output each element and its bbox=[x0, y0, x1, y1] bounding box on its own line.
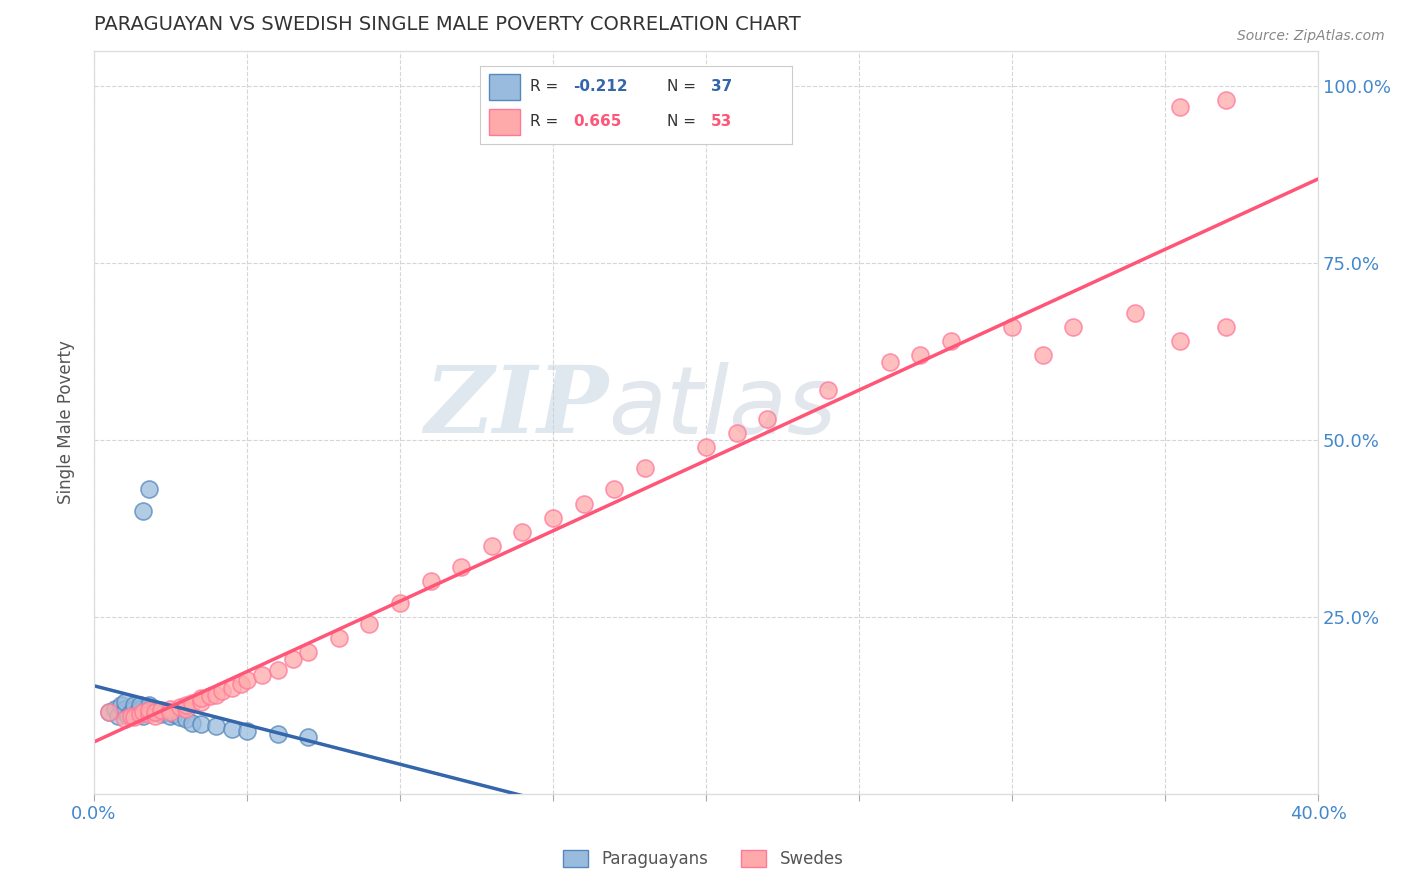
Point bbox=[128, 702, 150, 716]
Point bbox=[138, 707, 160, 722]
Point bbox=[481, 539, 503, 553]
Point bbox=[143, 702, 166, 716]
Point bbox=[603, 483, 626, 497]
Point bbox=[150, 703, 173, 717]
Text: PARAGUAYAN VS SWEDISH SINGLE MALE POVERTY CORRELATION CHART: PARAGUAYAN VS SWEDISH SINGLE MALE POVERT… bbox=[94, 15, 800, 34]
Point bbox=[205, 688, 228, 702]
Point bbox=[132, 706, 155, 720]
Point bbox=[1062, 319, 1084, 334]
Point bbox=[252, 668, 274, 682]
Point bbox=[266, 663, 288, 677]
Point bbox=[153, 706, 176, 720]
Point bbox=[143, 709, 166, 723]
Point bbox=[128, 707, 150, 722]
Text: ZIP: ZIP bbox=[423, 362, 609, 452]
Point bbox=[135, 706, 157, 720]
Point bbox=[695, 440, 717, 454]
Point bbox=[114, 706, 136, 720]
Point bbox=[1001, 319, 1024, 334]
Point bbox=[211, 684, 233, 698]
Point bbox=[190, 691, 212, 706]
Point bbox=[104, 702, 127, 716]
Point bbox=[159, 702, 181, 716]
Point bbox=[879, 355, 901, 369]
Point bbox=[174, 702, 197, 716]
Point bbox=[128, 698, 150, 713]
Point bbox=[221, 722, 243, 736]
Point bbox=[450, 560, 472, 574]
Point bbox=[725, 425, 748, 440]
Point bbox=[114, 712, 136, 726]
Point bbox=[150, 707, 173, 722]
Point bbox=[236, 673, 259, 688]
Point bbox=[122, 702, 145, 716]
Point bbox=[190, 717, 212, 731]
Point bbox=[169, 710, 191, 724]
Point bbox=[200, 689, 222, 703]
Point bbox=[1170, 100, 1192, 114]
Text: Source: ZipAtlas.com: Source: ZipAtlas.com bbox=[1237, 29, 1385, 43]
Point bbox=[817, 384, 839, 398]
Point bbox=[756, 411, 779, 425]
Point bbox=[359, 616, 381, 631]
Point bbox=[138, 483, 160, 497]
Point bbox=[148, 703, 170, 717]
Point bbox=[117, 709, 139, 723]
Point bbox=[419, 574, 441, 589]
Point bbox=[98, 706, 121, 720]
Point bbox=[180, 696, 202, 710]
Point bbox=[174, 698, 197, 713]
Point bbox=[125, 706, 148, 720]
Point bbox=[120, 706, 142, 720]
Point bbox=[1123, 305, 1146, 319]
Point bbox=[512, 524, 534, 539]
Point bbox=[120, 709, 142, 723]
Point bbox=[143, 706, 166, 720]
Point bbox=[229, 677, 252, 691]
Text: atlas: atlas bbox=[609, 362, 837, 453]
Point bbox=[107, 709, 129, 723]
Point bbox=[138, 702, 160, 716]
Point bbox=[328, 631, 350, 645]
Point bbox=[98, 706, 121, 720]
Point bbox=[1215, 319, 1237, 334]
Point bbox=[122, 710, 145, 724]
Point bbox=[572, 497, 595, 511]
Point bbox=[162, 707, 184, 722]
Point bbox=[132, 504, 155, 518]
Point bbox=[180, 715, 202, 730]
Y-axis label: Single Male Poverty: Single Male Poverty bbox=[58, 341, 75, 504]
Point bbox=[159, 706, 181, 720]
Point bbox=[297, 730, 319, 744]
Point bbox=[221, 681, 243, 695]
Point bbox=[114, 695, 136, 709]
Point bbox=[1215, 94, 1237, 108]
Point bbox=[110, 698, 132, 713]
Legend: Paraguayans, Swedes: Paraguayans, Swedes bbox=[555, 843, 851, 875]
Point bbox=[910, 348, 932, 362]
Point bbox=[141, 706, 163, 720]
Point bbox=[541, 510, 564, 524]
Point bbox=[266, 726, 288, 740]
Point bbox=[132, 709, 155, 723]
Point bbox=[236, 724, 259, 739]
Point bbox=[122, 698, 145, 713]
Point bbox=[205, 719, 228, 733]
Point bbox=[634, 461, 657, 475]
Point bbox=[174, 712, 197, 726]
Point bbox=[1032, 348, 1054, 362]
Point bbox=[138, 698, 160, 713]
Point bbox=[143, 706, 166, 720]
Point bbox=[297, 645, 319, 659]
Point bbox=[190, 695, 212, 709]
Point bbox=[1170, 334, 1192, 348]
Point bbox=[138, 703, 160, 717]
Point bbox=[281, 652, 304, 666]
Point bbox=[388, 596, 411, 610]
Point bbox=[169, 700, 191, 714]
Point bbox=[939, 334, 962, 348]
Point bbox=[114, 702, 136, 716]
Point bbox=[159, 709, 181, 723]
